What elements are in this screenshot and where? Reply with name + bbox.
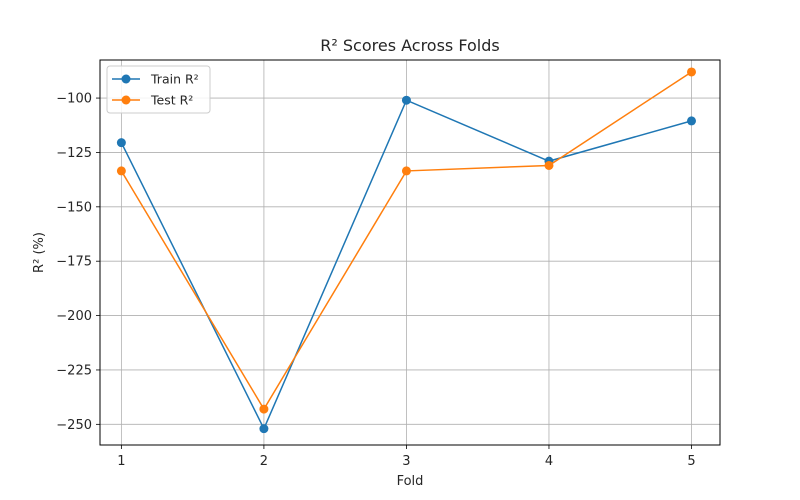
chart-title: R² Scores Across Folds (320, 36, 499, 55)
x-tick-label: 4 (545, 454, 553, 469)
y-axis-label: R² (%) (32, 232, 47, 273)
data-point-test (116, 166, 126, 176)
legend-marker-train (121, 74, 131, 84)
legend: Train R² Test R² (106, 65, 211, 114)
y-tick-label: −200 (56, 309, 92, 324)
data-point-test (401, 166, 411, 176)
plot-frame (99, 59, 721, 446)
legend-label-train: Train R² (150, 72, 199, 87)
y-tick-label: −150 (56, 200, 92, 215)
x-tick-label: 3 (402, 454, 410, 469)
legend-marker-test (121, 95, 131, 105)
data-point-test (259, 404, 269, 414)
y-tick-label: −125 (56, 146, 92, 161)
data-point-train (259, 424, 269, 434)
data-point-train (686, 116, 696, 126)
y-tick-label: −175 (56, 255, 92, 270)
x-axis-label: Fold (397, 474, 424, 489)
y-tick-label: −225 (56, 363, 92, 378)
legend-label-test: Test R² (150, 93, 193, 108)
data-point-test (544, 160, 554, 170)
data-point-test (686, 67, 696, 77)
data-point-train (401, 95, 411, 105)
x-tick-label: 5 (687, 454, 695, 469)
series-layer (116, 67, 696, 434)
y-tick-label: −100 (56, 92, 92, 107)
axis-ticks: 1 2 3 4 5 −250 −225 −200 −175 −150 −125 −100 (56, 92, 695, 469)
x-tick-label: 1 (117, 454, 125, 469)
data-point-train (116, 138, 126, 148)
legend-box (106, 65, 211, 114)
y-tick-label: −250 (56, 418, 92, 433)
x-tick-label: 2 (260, 454, 268, 469)
grid (100, 60, 720, 445)
